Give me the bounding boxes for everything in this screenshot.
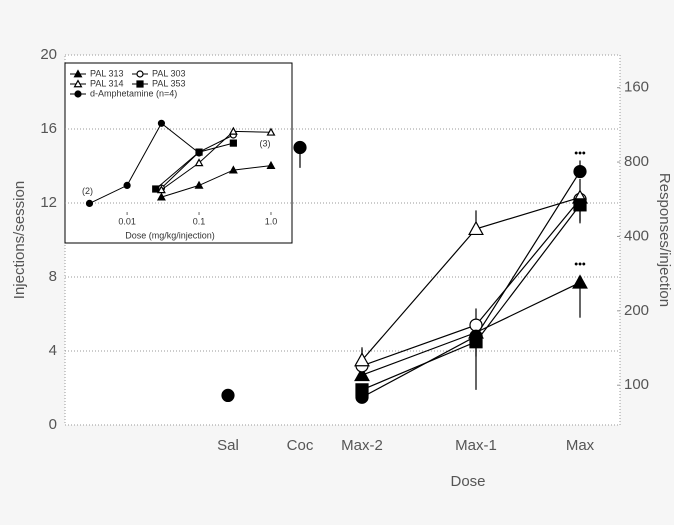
legend-label: PAL 303 [152, 68, 186, 78]
y-axis-label: Injections/session [11, 181, 28, 299]
legend-label: PAL 313 [90, 68, 124, 78]
inset-x-tick-label: 0.1 [193, 216, 206, 226]
marker [229, 139, 237, 147]
inset-x-tick-label: 1.0 [265, 216, 278, 226]
y-tick-label: 0 [49, 416, 57, 433]
marker [221, 388, 235, 402]
annotation: ••• [574, 147, 586, 159]
legend-marker [136, 80, 144, 88]
marker [194, 158, 204, 167]
marker [266, 160, 276, 169]
marker [293, 140, 307, 155]
marker [573, 164, 587, 179]
legend-label: PAL 314 [90, 78, 124, 88]
marker [572, 274, 588, 289]
annotation: ••• [574, 258, 586, 270]
marker [354, 366, 370, 382]
x-tick-label: Max-1 [455, 437, 497, 454]
inset-x-label: Dose (mg/kg/injection) [125, 230, 215, 240]
marker [157, 119, 166, 127]
legend-marker [73, 69, 83, 78]
y2-tick-label: 400 [624, 227, 649, 244]
marker [194, 180, 204, 189]
legend-label: PAL 353 [152, 78, 186, 88]
x-axis-label: Dose [450, 473, 485, 490]
y2-tick-label: 100 [624, 376, 649, 393]
marker [152, 185, 160, 193]
inset-series-line [89, 122, 200, 204]
legend-marker [136, 70, 144, 78]
marker [195, 149, 203, 157]
marker [156, 185, 166, 194]
marker [355, 390, 369, 404]
y2-tick-label: 200 [624, 302, 649, 319]
y-tick-label: 8 [49, 268, 57, 285]
legend-marker [74, 90, 82, 98]
y-tick-label: 20 [40, 46, 57, 63]
legend-label: d-Amphetamine (n=4) [90, 88, 177, 98]
marker [266, 127, 276, 136]
y-tick-label: 12 [40, 194, 57, 211]
marker [469, 329, 483, 343]
y-tick-label: 4 [49, 342, 57, 359]
inset-x-tick-label: 0.01 [118, 216, 136, 226]
inset-frame [64, 62, 293, 244]
marker [468, 220, 484, 236]
marker [123, 181, 131, 189]
inset-series-line [161, 165, 272, 198]
inset-annotation: (2) [82, 186, 93, 196]
y-tick-label: 16 [40, 120, 57, 137]
legend-marker [73, 79, 83, 88]
inset-annotation: (3) [259, 139, 270, 149]
marker [228, 126, 238, 135]
marker [573, 198, 587, 212]
y2-tick-label: 800 [624, 153, 649, 170]
marker [228, 165, 238, 174]
x-tick-label: Max-2 [341, 437, 383, 454]
y2-axis-label: Responses/injection [656, 173, 673, 307]
x-tick-label: Max [566, 437, 595, 454]
y2-tick-label: 160 [624, 79, 649, 96]
x-tick-label: Sal [217, 437, 239, 454]
marker [354, 352, 370, 367]
marker [85, 199, 94, 207]
marker [156, 192, 166, 201]
x-tick-label: Coc [287, 437, 314, 454]
